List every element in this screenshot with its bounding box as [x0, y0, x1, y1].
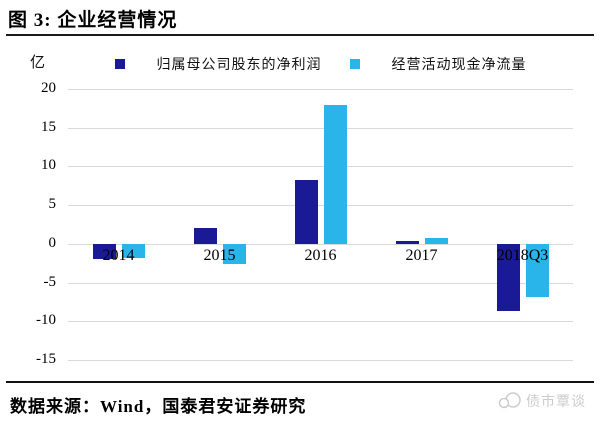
y-tick-label: 15 — [41, 118, 56, 135]
x-axis-label: 2017 — [405, 246, 438, 264]
y-tick-label: 10 — [41, 157, 56, 174]
legend-item-cash-flow: 经营活动现金净流量 — [349, 54, 527, 74]
watermark-text: 债市覃谈 — [526, 395, 586, 410]
bar-net-profit-2018Q3 — [496, 243, 520, 312]
legend-swatch-cash-flow — [349, 59, 360, 69]
legend-label: 经营活动现金净流量 — [391, 58, 527, 73]
x-axis-label: 2016 — [304, 246, 337, 264]
bar-cash-flow-2014 — [121, 243, 145, 258]
gridline — [68, 127, 573, 129]
legend-label: 归属母公司股东的净利润 — [156, 58, 322, 73]
footer-divider — [6, 381, 594, 383]
bar-net-profit-2014 — [92, 243, 116, 260]
gridline — [68, 243, 573, 245]
y-tick-label: -5 — [43, 273, 57, 290]
bar-cash-flow-2017 — [424, 238, 448, 244]
chart-legend: 归属母公司股东的净利润 经营活动现金净流量 — [68, 54, 573, 74]
data-source-text: 数据来源：Wind，国泰君安证券研究 — [10, 397, 307, 416]
legend-swatch-net-profit — [114, 59, 125, 69]
bar-cash-flow-2018Q3 — [525, 243, 549, 298]
title-divider — [6, 34, 594, 36]
x-axis-label: 2015 — [203, 246, 236, 264]
y-tick-label: 5 — [48, 196, 57, 213]
y-tick-label: -10 — [36, 312, 56, 329]
y-tick-label: 0 — [48, 234, 57, 251]
gridline — [68, 360, 573, 361]
y-tick-label: -15 — [36, 351, 56, 367]
bar-cash-flow-2016 — [323, 104, 347, 244]
bar-net-profit-2017 — [395, 240, 419, 244]
bar-cash-flow-2015 — [222, 243, 246, 264]
bar-net-profit-2016 — [294, 179, 318, 244]
gridline — [68, 205, 573, 207]
gridline — [68, 89, 573, 90]
watermark-logo-icon — [498, 392, 521, 409]
watermark: 债市覃谈 — [498, 391, 586, 411]
x-axis-label: 2014 — [102, 246, 135, 264]
bar-net-profit-2015 — [193, 227, 217, 244]
y-axis-unit-label: 亿 — [30, 55, 46, 71]
figure-title: 图 3: 企业经营情况 — [8, 10, 178, 31]
x-axis-label: 2018Q3 — [496, 246, 549, 264]
gridline — [68, 282, 573, 284]
gridline — [68, 321, 573, 323]
y-tick-label: 20 — [41, 80, 56, 96]
gridline — [68, 166, 573, 168]
legend-item-net-profit: 归属母公司股东的净利润 — [114, 54, 322, 74]
